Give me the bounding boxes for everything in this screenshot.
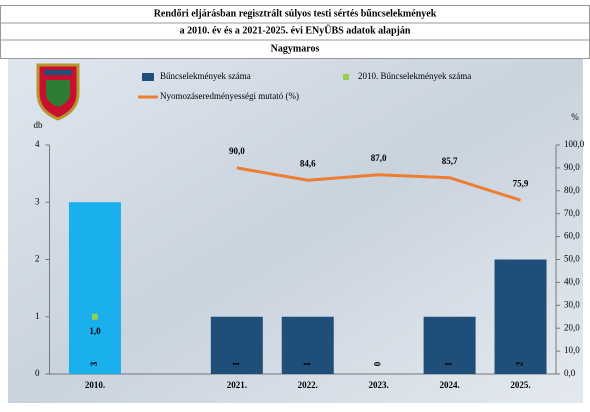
- x-tick-label: 2025.: [510, 380, 530, 390]
- y2-tick-label: 10,0: [564, 345, 580, 355]
- y2-axis-label: %: [571, 112, 579, 122]
- legend-label: Nyomozáseredményességi mutató (%): [160, 91, 299, 101]
- bar: [210, 316, 263, 374]
- line-value-label: 75,9: [513, 178, 529, 188]
- point: [91, 313, 98, 320]
- y-axis-label: db: [34, 120, 44, 130]
- logo: [36, 63, 80, 121]
- y2-tick-label: 80,0: [564, 185, 580, 195]
- bar-value-label: 2: [515, 361, 525, 366]
- line-value-label: 85,7: [442, 156, 458, 166]
- bar-value-label: 0: [373, 361, 383, 366]
- x-tick-label: 2010.: [85, 380, 105, 390]
- y-tick-label: 1: [35, 311, 40, 321]
- point-value-label: 1,0: [89, 326, 101, 336]
- y2-tick-label: 20,0: [564, 322, 580, 332]
- y-tick-label: 0: [35, 368, 40, 378]
- y2-tick-label: 100,0: [564, 139, 585, 149]
- y2-tick-label: 90,0: [564, 162, 580, 172]
- y2-tick-label: 70,0: [564, 208, 580, 218]
- y2-tick-label: 50,0: [564, 254, 580, 264]
- chart-title: Rendőri eljárásban regisztrált súlyos te…: [154, 8, 437, 19]
- bar: [423, 316, 476, 374]
- x-tick-label: 2023.: [369, 380, 389, 390]
- bar-value-label: 1: [302, 361, 312, 366]
- bar: [494, 259, 547, 374]
- line-value-label: 90,0: [229, 146, 245, 156]
- y-tick-label: 4: [35, 139, 40, 149]
- bar: [281, 316, 334, 374]
- legend-swatch: [343, 74, 349, 80]
- x-tick-label: 2024.: [439, 380, 459, 390]
- bar-value-label: 1: [231, 361, 241, 366]
- y-tick-label: 3: [35, 196, 40, 206]
- legend-label: Bűncselekmények száma: [160, 71, 251, 81]
- x-tick-label: 2022.: [298, 380, 318, 390]
- bar: [68, 202, 121, 374]
- bar-value-label: 3: [89, 361, 99, 366]
- x-tick-label: 2021.: [227, 380, 247, 390]
- line: [236, 166, 521, 202]
- legend-label: 2010. Bűncselekmények száma: [358, 71, 471, 81]
- y2-tick-label: 0,0: [564, 368, 576, 378]
- line-value-label: 87,0: [371, 153, 387, 163]
- y2-tick-label: 30,0: [564, 299, 580, 309]
- y-tick-label: 2: [35, 254, 40, 264]
- y2-tick-label: 60,0: [564, 231, 580, 241]
- location: Nagymaros: [271, 43, 320, 54]
- chart-subtitle: a 2010. év és a 2021-2025. évi ENyÜBS ad…: [180, 23, 411, 36]
- legend-swatch: [142, 73, 154, 81]
- bar-value-label: 1: [444, 361, 454, 366]
- line-value-label: 84,6: [300, 158, 316, 168]
- y2-tick-label: 40,0: [564, 276, 580, 286]
